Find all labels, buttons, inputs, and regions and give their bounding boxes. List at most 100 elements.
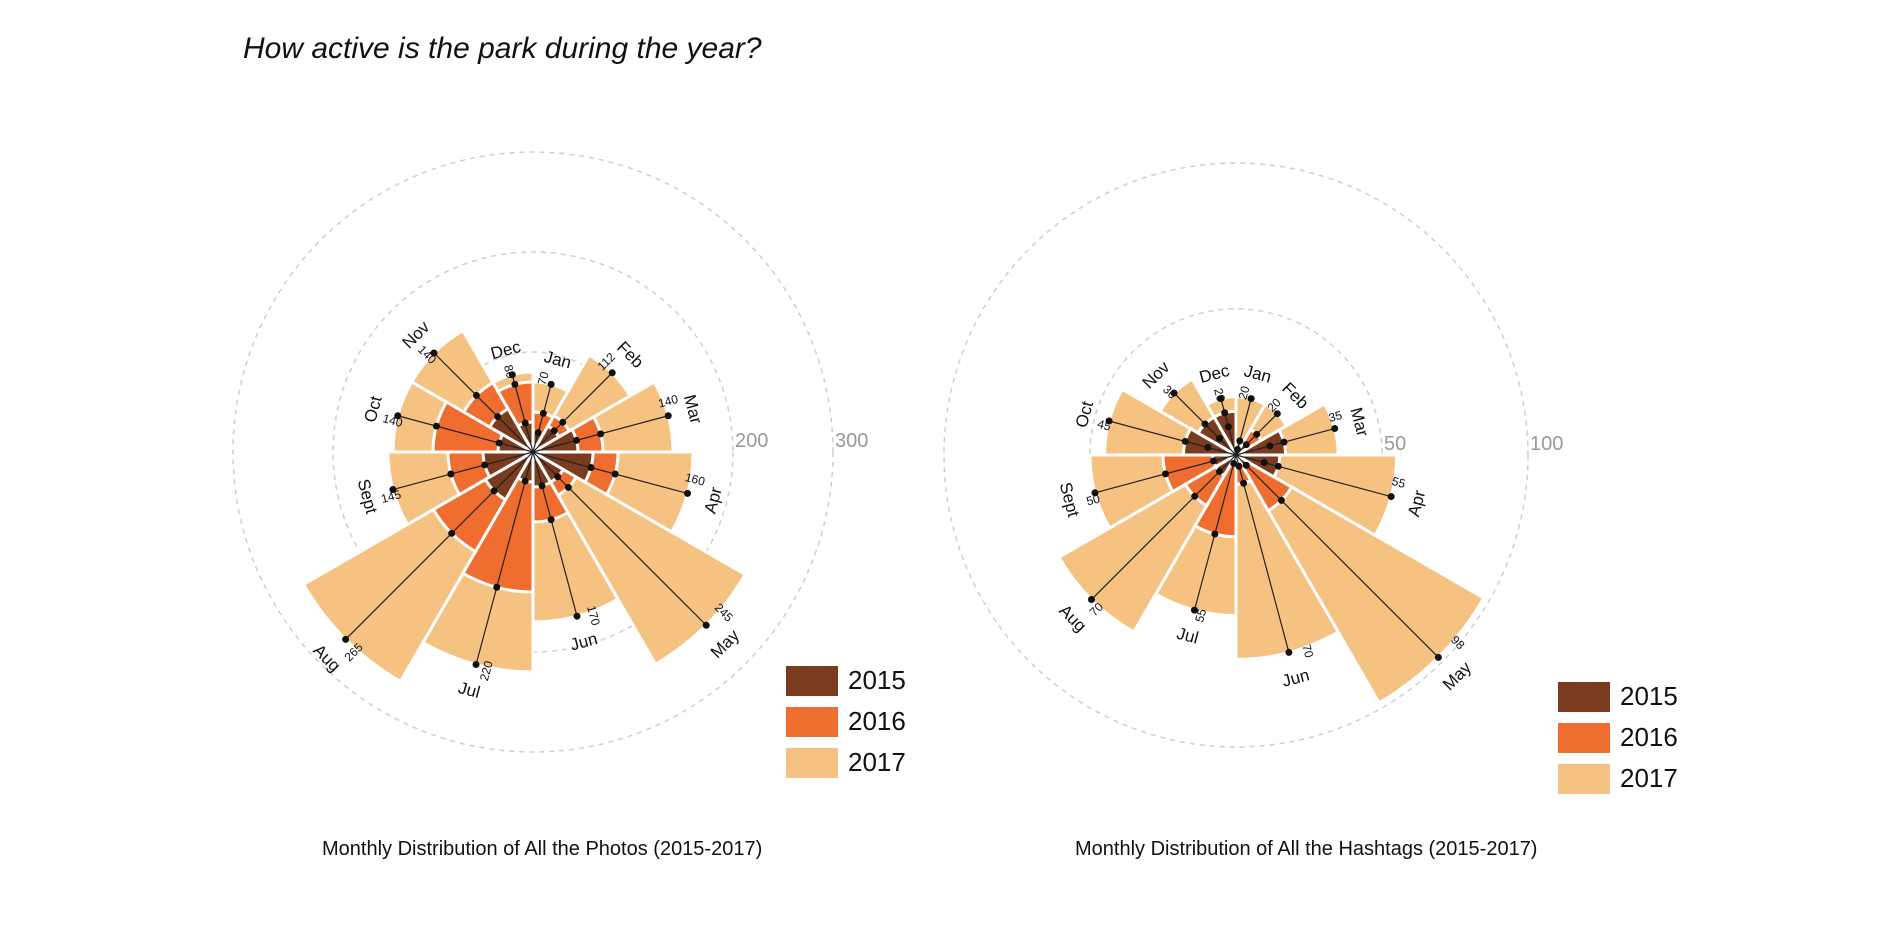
marker-2015-aug bbox=[490, 487, 498, 495]
month-label-aug: Aug bbox=[1055, 601, 1090, 636]
leader-line-aug bbox=[345, 451, 534, 640]
marker-2017-jul bbox=[1190, 606, 1198, 614]
marker-2017-jan bbox=[1247, 395, 1255, 403]
legend-item-2017: 2017 bbox=[1558, 758, 1678, 799]
value-label-mar: 140 bbox=[657, 392, 680, 411]
grid-ring-300 bbox=[232, 151, 834, 753]
leader-line-sept bbox=[392, 451, 534, 491]
marker-2017-aug bbox=[1087, 596, 1095, 604]
marker-2015-feb bbox=[550, 427, 558, 435]
radial-tick-label: 300 bbox=[835, 430, 868, 452]
legend-item-2016: 2016 bbox=[1558, 717, 1678, 758]
marker-2016-jan bbox=[539, 409, 547, 417]
marker-2016-mar bbox=[597, 430, 605, 438]
month-label-mar: Mar bbox=[1346, 405, 1372, 439]
marker-2015-sept bbox=[1209, 457, 1217, 465]
radial-tick-label: 50 bbox=[1384, 433, 1406, 455]
value-label-oct: 140 bbox=[381, 411, 404, 430]
marker-2015-mar bbox=[572, 436, 580, 444]
month-label-may: May bbox=[1439, 658, 1475, 694]
value-label-jul: 220 bbox=[477, 659, 496, 682]
marker-2015-jul bbox=[521, 477, 529, 485]
marker-2015-sept bbox=[481, 461, 489, 469]
month-label-mar: Mar bbox=[680, 393, 706, 427]
marker-2016-jul bbox=[493, 583, 501, 591]
legend-label: 2016 bbox=[848, 706, 906, 736]
month-label-jan: Jan bbox=[542, 347, 573, 372]
marker-2017-oct bbox=[1105, 417, 1113, 425]
marker-2017-apr bbox=[1387, 493, 1395, 501]
marker-2017-apr bbox=[684, 489, 692, 497]
legend-label: 2017 bbox=[1620, 763, 1678, 793]
month-label-dec: Dec bbox=[1197, 361, 1232, 387]
value-label-jan: 20 bbox=[1236, 384, 1253, 401]
marker-2015-jun bbox=[538, 482, 546, 490]
marker-2017-nov bbox=[430, 349, 438, 357]
page-title: How active is the park during the year? bbox=[243, 32, 762, 65]
photos-chart: 10020030070Jan112Feb140Mar160Apr245May17… bbox=[232, 151, 868, 753]
marker-2016-oct bbox=[432, 422, 440, 430]
leader-line-feb bbox=[532, 372, 613, 453]
value-label-sept: 145 bbox=[380, 487, 403, 506]
month-label-jul: Jul bbox=[1175, 624, 1201, 648]
marker-2015-jan bbox=[534, 429, 542, 437]
value-label-sept: 50 bbox=[1085, 491, 1102, 508]
photos-chart-caption: Monthly Distribution of All the Photos (… bbox=[322, 838, 763, 860]
legend-label: 2016 bbox=[1620, 722, 1678, 752]
month-label-sept: Sept bbox=[354, 477, 381, 516]
leader-line-jun bbox=[532, 451, 578, 617]
month-label-apr: Apr bbox=[1404, 488, 1429, 519]
marker-2016-apr bbox=[1260, 459, 1268, 467]
value-label-oct: 45 bbox=[1096, 417, 1113, 434]
legend-swatch-2015 bbox=[1558, 681, 1610, 712]
marker-2016-feb bbox=[559, 418, 567, 426]
marker-2016-sept bbox=[447, 470, 455, 478]
month-label-sept: Sept bbox=[1056, 480, 1083, 519]
marker-2016-jun bbox=[1240, 479, 1248, 487]
photos-legend: 2015 2016 2017 bbox=[786, 660, 906, 783]
legend-label: 2015 bbox=[848, 665, 906, 695]
marker-2017-sept bbox=[1091, 489, 1099, 497]
month-label-jun: Jun bbox=[568, 629, 599, 654]
month-label-feb: Feb bbox=[1278, 379, 1312, 413]
marker-2017-sept bbox=[389, 486, 397, 494]
marker-2015-mar bbox=[1280, 438, 1288, 446]
marker-2016-may bbox=[1277, 496, 1285, 504]
leader-line-may bbox=[1235, 454, 1439, 658]
month-label-apr: Apr bbox=[701, 485, 726, 516]
marker-2017-jun bbox=[573, 612, 581, 620]
value-label-jun: 70 bbox=[1299, 643, 1316, 660]
value-label-jan: 70 bbox=[535, 370, 552, 387]
hashtags-chart-caption: Monthly Distribution of All the Hashtags… bbox=[1075, 838, 1538, 860]
legend-item-2015: 2015 bbox=[1558, 676, 1678, 717]
marker-2017-nov bbox=[1170, 389, 1178, 397]
month-label-dec: Dec bbox=[489, 337, 524, 363]
leader-line-oct bbox=[1108, 420, 1237, 456]
marker-2016-dec bbox=[1224, 423, 1232, 431]
marker-2017-jul bbox=[472, 661, 480, 669]
marker-2015-jun bbox=[1235, 462, 1243, 470]
legend-item-2015: 2015 bbox=[786, 660, 906, 701]
month-label-oct: Oct bbox=[1072, 399, 1097, 430]
legend-swatch-2016 bbox=[786, 706, 838, 737]
marker-2017-mar bbox=[664, 412, 672, 420]
marker-2015-oct bbox=[1181, 437, 1189, 445]
marker-2016-jan bbox=[1236, 437, 1244, 445]
legend-swatch-2017 bbox=[786, 747, 838, 778]
grid-ring-100 bbox=[943, 162, 1529, 748]
marker-2016-nov bbox=[472, 391, 480, 399]
radial-tick-label: 100 bbox=[1530, 433, 1563, 455]
legend-swatch-2016 bbox=[1558, 722, 1610, 753]
marker-2017-jan bbox=[547, 380, 555, 388]
month-label-feb: Feb bbox=[613, 338, 647, 372]
marker-2016-mar bbox=[1266, 442, 1274, 450]
marker-2016-jun bbox=[547, 516, 555, 524]
marker-2016-may bbox=[564, 483, 572, 491]
value-label-jun: 170 bbox=[584, 604, 603, 627]
marker-2017-jun bbox=[1285, 648, 1293, 656]
marker-2015-oct bbox=[495, 439, 503, 447]
marker-2015-dec bbox=[521, 419, 529, 427]
marker-2016-apr bbox=[611, 470, 619, 478]
legend-label: 2015 bbox=[1620, 681, 1678, 711]
leader-line-apr bbox=[532, 451, 688, 494]
